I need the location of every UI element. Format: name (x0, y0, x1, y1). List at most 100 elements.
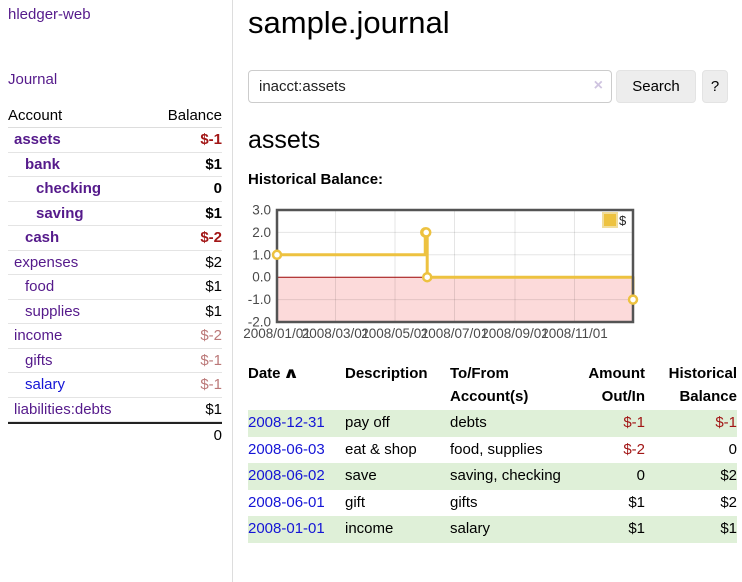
account-row: supplies $1 (8, 300, 222, 324)
account-row: expenses $2 (8, 251, 222, 275)
x-axis-tick-label: 2008/01/01 (243, 326, 311, 341)
x-axis-tick-label: 2008/07/01 (421, 326, 489, 341)
transaction-date-link[interactable]: 2008-06-03 (248, 440, 325, 458)
sidebar-account-cash[interactable]: cash (25, 229, 60, 246)
cell-amount: $1 (628, 520, 645, 537)
journal-title: sample.journal (248, 5, 450, 40)
account-balance: $1 (205, 302, 222, 320)
cell-accounts: debts (450, 414, 487, 431)
transaction-date-link[interactable]: 2008-06-01 (248, 493, 325, 511)
sidebar-account-expenses[interactable]: expenses (14, 253, 79, 271)
register-row: 2008-01-01 income salary $1 $1 (248, 516, 737, 543)
historical-balance-chart: $3.0 2.0 1.0 0.0 -1.0 -2.02008/01/012008/03/0… (243, 203, 639, 341)
accounts-header-account: Account (8, 107, 63, 124)
cell-amount: $1 (628, 493, 645, 511)
account-balance: $1 (205, 400, 222, 418)
sidebar-account-food[interactable]: food (25, 278, 55, 295)
nav-journal-link[interactable]: Journal (8, 71, 58, 88)
cell-balance: $-1 (715, 414, 737, 431)
y-axis-tick-label: 2.0 (252, 225, 271, 240)
cell-description: income (345, 520, 394, 537)
sidebar-account-bank[interactable]: bank (25, 155, 61, 173)
y-axis-tick-label: -2.0 (248, 315, 271, 330)
accounts-total-value: 0 (213, 427, 222, 444)
col-accounts: To/From Account(s) (450, 365, 529, 405)
sidebar-account-assets[interactable]: assets (14, 131, 61, 148)
search-button[interactable]: Search (616, 70, 696, 103)
cell-amount: $-2 (623, 440, 645, 458)
account-row: assets $-1 (8, 128, 222, 153)
account-row: food $1 (8, 275, 222, 300)
x-axis-tick-label: 2008/03/01 (302, 326, 370, 341)
main-content: sample.journal × Search ? assets Histori… (243, 0, 742, 582)
col-date[interactable]: Date ∧ (248, 362, 345, 410)
sidebar-account-income[interactable]: income (14, 327, 63, 344)
search-input[interactable] (248, 70, 612, 103)
x-axis-tick-label: 2008/11/01 (541, 326, 608, 341)
sidebar-account-liabilities-debts[interactable]: liabilities:debts (14, 400, 112, 418)
cell-date: 2008-06-02 (248, 463, 345, 490)
y-axis-tick-label: 0.0 (252, 270, 271, 285)
account-balance: $-2 (200, 327, 222, 344)
cell-balance: $2 (720, 467, 737, 484)
cell-date: 2008-06-01 (248, 490, 345, 517)
account-balance: $2 (205, 253, 222, 271)
account-page-title: assets (248, 126, 321, 154)
cell-date: 2008-06-03 (248, 437, 345, 464)
register-row: 2008-06-01 gift gifts $1 $2 (248, 490, 737, 517)
help-button[interactable]: ? (702, 70, 728, 103)
brand-link[interactable]: hledger-web (8, 6, 91, 23)
sidebar-account-gifts[interactable]: gifts (25, 351, 53, 369)
accounts-header: Account Balance (8, 103, 222, 128)
data-point-marker (420, 227, 432, 238)
sidebar-account-salary[interactable]: salary (25, 376, 66, 393)
account-balance: $-2 (200, 229, 222, 246)
register-row: 2008-06-02 save saving, checking 0 $2 (248, 463, 737, 490)
cell-amount: $-1 (623, 414, 645, 431)
transaction-date-link[interactable]: 2008-01-01 (248, 520, 325, 537)
register-table: Date ∧ Description To/From Account(s) Am… (248, 362, 737, 543)
data-point-marker (421, 271, 433, 283)
cell-description: gift (345, 493, 366, 511)
account-balance: $1 (205, 204, 222, 222)
accounts-list: assets $-1 bank $1 checking 0 saving $1 cash $-2 e… (8, 128, 222, 422)
account-balance: $1 (205, 278, 222, 295)
cell-balance: 0 (728, 440, 737, 458)
sidebar-account-checking[interactable]: checking (36, 180, 102, 197)
y-axis-tick-label: -1.0 (248, 292, 271, 307)
x-axis-tick-label: 2008/09/01 (481, 326, 549, 341)
legend-label: $ (619, 213, 627, 228)
account-row: saving $1 (8, 202, 222, 226)
col-balance: Historical Balance (668, 365, 737, 405)
cell-amount: 0 (636, 467, 645, 484)
accounts-total-row: 0 (8, 422, 222, 447)
sidebar-account-supplies[interactable]: supplies (25, 302, 81, 320)
account-row: checking 0 (8, 177, 222, 202)
data-point-marker (627, 294, 639, 305)
sort-ascending-icon: ∧ (282, 365, 300, 382)
y-axis-tick-label: 1.0 (252, 247, 271, 262)
plot-border (275, 208, 635, 324)
cell-balance: $1 (720, 520, 737, 537)
data-point-marker (271, 249, 283, 261)
clear-search-icon[interactable]: × (593, 77, 603, 94)
account-row: income $-2 (8, 324, 222, 349)
chart-title: Historical Balance: (248, 171, 384, 188)
transaction-date-link[interactable]: 2008-12-31 (248, 414, 325, 431)
register-row: 2008-06-03 eat & shop food, supplies $-2 0 (248, 437, 737, 464)
x-axis-tick-label: 2008/05/01 (361, 326, 429, 341)
sidebar-account-saving[interactable]: saving (36, 204, 84, 222)
account-balance: $-1 (200, 351, 222, 369)
transaction-date-link[interactable]: 2008-06-02 (248, 467, 325, 484)
cell-description: eat & shop (345, 440, 417, 458)
sidebar: hledger-web Journal Account Balance asse… (0, 0, 233, 582)
account-balance: $1 (205, 155, 222, 173)
cell-balance: $2 (720, 493, 737, 511)
cell-accounts: salary (450, 520, 491, 537)
account-row: gifts $-1 (8, 349, 222, 373)
register-row: 2008-12-31 pay off debts $-1 $-1 (248, 410, 737, 437)
cell-accounts: food, supplies (450, 440, 543, 458)
account-balance: $-1 (200, 376, 222, 393)
negative-region (277, 277, 633, 322)
